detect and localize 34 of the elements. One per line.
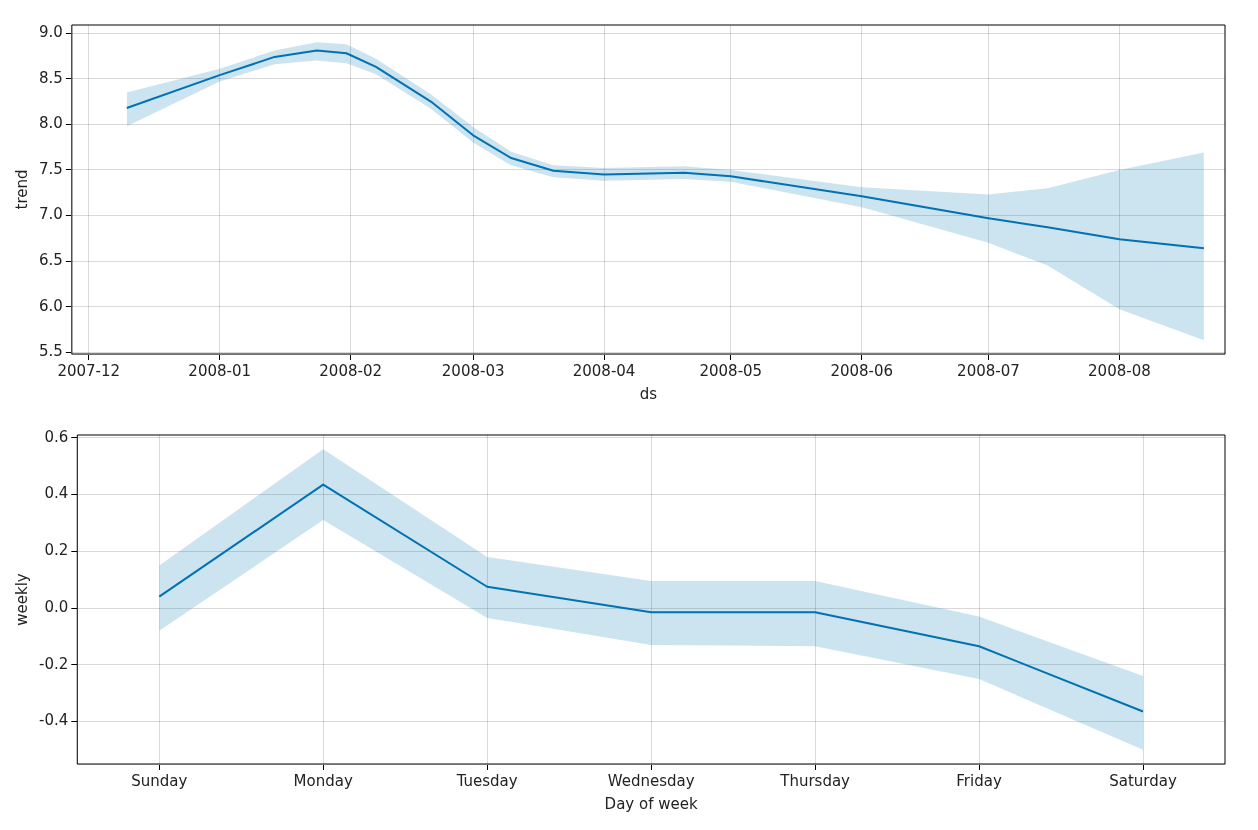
y-tick-label: 7.0: [39, 205, 63, 224]
x-tick-label: Sunday: [131, 771, 188, 790]
y-tick-label: 7.5: [39, 159, 63, 178]
y-tick-label: 0.2: [44, 541, 69, 560]
x-tick-label: Monday: [293, 771, 353, 790]
x-tick-label: 2008-06: [830, 361, 894, 380]
x-tick-label: 2008-01: [188, 361, 252, 380]
x-tick-label: Tuesday: [455, 771, 518, 790]
x-tick-label: Thursday: [779, 771, 851, 790]
y-tick-label: 9.0: [39, 23, 63, 42]
x-tick-label: 2008-08: [1088, 361, 1151, 380]
x-axis-title: Day of week: [604, 794, 698, 813]
y-tick-label: 0.6: [44, 427, 69, 446]
x-tick-label: Saturday: [1109, 771, 1177, 790]
y-tick-label: 0.0: [44, 597, 69, 616]
y-tick-label: 6.5: [39, 250, 63, 269]
x-tick-label: 2007-12: [57, 361, 121, 380]
x-tick-label: Friday: [956, 771, 1002, 790]
y-tick-label: 0.4: [44, 484, 69, 503]
y-axis-title: trend: [12, 169, 31, 210]
x-tick-label: 2008-07: [957, 361, 1020, 380]
y-tick-label: 8.5: [39, 68, 63, 87]
x-tick-label: Wednesday: [607, 771, 695, 790]
y-tick-label: -0.4: [38, 711, 69, 730]
y-tick-label: 8.0: [39, 114, 63, 133]
x-tick-label: 2008-03: [441, 361, 505, 380]
y-tick-label: 5.5: [39, 342, 63, 361]
x-axis-title: ds: [639, 384, 658, 403]
x-tick-label: 2008-04: [572, 361, 636, 380]
x-tick-label: 2008-02: [319, 361, 382, 380]
y-tick-label: 6.0: [39, 296, 63, 315]
y-tick-label: -0.2: [38, 654, 69, 673]
y-axis-title: weekly: [12, 573, 31, 626]
x-tick-label: 2008-05: [699, 361, 763, 380]
